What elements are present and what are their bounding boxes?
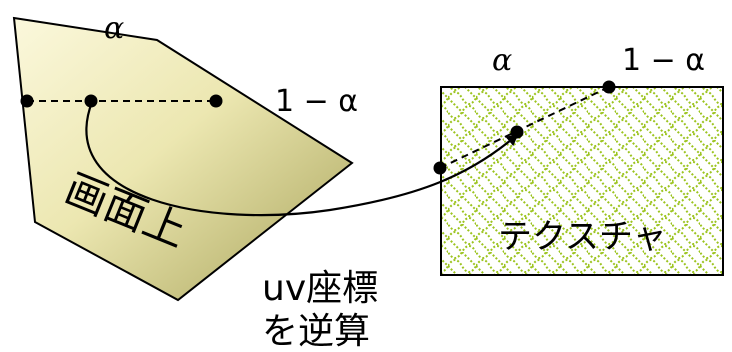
texture-top-point: [602, 80, 616, 94]
alpha-texture-label: α: [492, 43, 512, 78]
texture-rect: [440, 86, 724, 276]
screen-sample-point: [84, 94, 98, 108]
screen-edge-point: [20, 94, 34, 108]
screen-quad: [12, 16, 354, 302]
one-minus-alpha-right-label: 1 − α: [622, 43, 705, 78]
uv-label-line1: uv座標: [262, 268, 378, 309]
texture-sample-point: [510, 125, 524, 139]
uv-label-line2: を逆算: [262, 311, 370, 352]
alpha-top-label: α: [104, 11, 124, 46]
screen-edge-point-right: [209, 94, 223, 108]
mapping-arrow: [85, 101, 519, 217]
texture-dashed-line: [439, 86, 610, 169]
texture-left-point: [433, 161, 447, 175]
one-minus-alpha-left-label: 1 − α: [275, 84, 358, 119]
texture-label: テクスチャ: [498, 217, 667, 257]
